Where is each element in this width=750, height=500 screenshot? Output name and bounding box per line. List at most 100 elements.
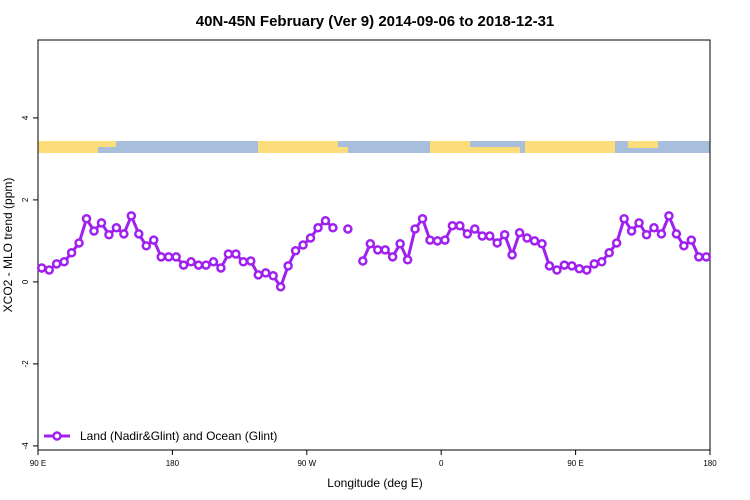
data-point — [238, 257, 249, 267]
data-point — [74, 238, 84, 248]
data-point — [44, 265, 54, 275]
data-point — [320, 216, 331, 226]
data-point — [380, 245, 390, 255]
data-point — [619, 214, 629, 224]
data-point — [66, 248, 77, 258]
data-point — [141, 241, 152, 251]
data-point — [36, 263, 47, 273]
y-axis-label: XCO2 - MLO trend (ppm) — [1, 178, 15, 313]
data-point — [522, 233, 532, 243]
data-point — [626, 226, 637, 236]
data-point — [328, 223, 338, 233]
data-point — [596, 257, 607, 267]
data-point — [514, 227, 525, 238]
data-point — [455, 220, 465, 231]
data-point — [186, 257, 196, 267]
y-tick-label: -4 — [21, 442, 30, 450]
data-point — [59, 257, 69, 267]
data-point — [462, 229, 473, 239]
data-point — [178, 260, 189, 270]
data-point — [96, 218, 107, 228]
data-point — [134, 229, 144, 239]
data-point — [604, 248, 614, 258]
data-point — [544, 261, 555, 271]
data-point — [246, 256, 256, 266]
data-point — [343, 224, 353, 234]
data-point — [440, 235, 450, 245]
data-point — [559, 260, 570, 270]
data-point — [634, 218, 644, 228]
data-point — [201, 260, 211, 270]
data-point — [119, 229, 129, 239]
data-point — [163, 252, 174, 262]
data-point — [641, 230, 652, 240]
data-point — [671, 229, 682, 239]
data-point — [387, 252, 398, 262]
data-point — [358, 256, 368, 266]
data-point — [492, 238, 502, 248]
x-tick-label: 180 — [166, 459, 180, 468]
x-axis-label: Longitude (deg E) — [327, 476, 422, 490]
data-point — [537, 239, 547, 249]
data-point — [417, 214, 428, 224]
x-tick-label: 180 — [703, 459, 717, 468]
data-point — [589, 259, 600, 269]
data-point — [283, 261, 293, 271]
data-point — [582, 265, 592, 275]
data-point — [529, 236, 540, 246]
data-point — [611, 238, 622, 248]
data-point — [402, 255, 413, 265]
data-point — [290, 245, 301, 256]
data-point — [484, 231, 495, 241]
data-point — [89, 226, 99, 236]
chart-title: 40N-45N February (Ver 9) 2014-09-06 to 2… — [196, 13, 555, 30]
data-point — [156, 252, 166, 262]
data-point — [298, 240, 308, 250]
data-point — [171, 252, 181, 262]
data-point — [231, 249, 241, 259]
data-point — [260, 268, 271, 278]
y-tick-label: 2 — [21, 197, 30, 202]
surface-strip — [38, 141, 710, 153]
data-point — [81, 214, 92, 224]
data-point — [193, 260, 204, 270]
data-point — [694, 252, 704, 262]
legend-marker — [52, 431, 62, 441]
data-point — [410, 224, 420, 234]
y-tick-label: 0 — [21, 279, 30, 284]
data-point — [305, 233, 316, 243]
data-point — [148, 235, 159, 245]
data-point — [223, 249, 234, 259]
data-point — [649, 223, 659, 233]
data-point — [111, 223, 122, 233]
x-tick-label: 0 — [439, 459, 444, 468]
data-point — [499, 230, 510, 240]
data-point — [313, 223, 323, 233]
data-point — [567, 261, 577, 271]
data-point — [574, 264, 585, 274]
data-point — [470, 224, 480, 234]
data-point — [656, 229, 667, 239]
legend-label: Land (Nadir&Glint) and Ocean (Glint) — [80, 429, 277, 443]
data-point — [477, 231, 488, 241]
data-point — [365, 239, 376, 249]
data-point — [208, 257, 219, 267]
x-tick-label: 90 W — [297, 459, 316, 468]
plot-frame — [37, 39, 711, 451]
data-point — [686, 235, 697, 245]
data-point — [395, 239, 405, 249]
x-tick-label: 90 E — [30, 459, 46, 468]
data-point — [447, 220, 458, 231]
data-point — [664, 211, 674, 221]
y-tick-label: -2 — [21, 360, 30, 368]
x-tick-label: 90 E — [567, 459, 583, 468]
data-point — [679, 241, 689, 251]
data-point — [268, 271, 278, 281]
data-point — [372, 245, 383, 255]
data-point — [51, 259, 62, 269]
data-point — [507, 250, 517, 260]
data-point — [275, 282, 286, 292]
data-point — [216, 263, 226, 273]
data-point — [425, 235, 435, 245]
